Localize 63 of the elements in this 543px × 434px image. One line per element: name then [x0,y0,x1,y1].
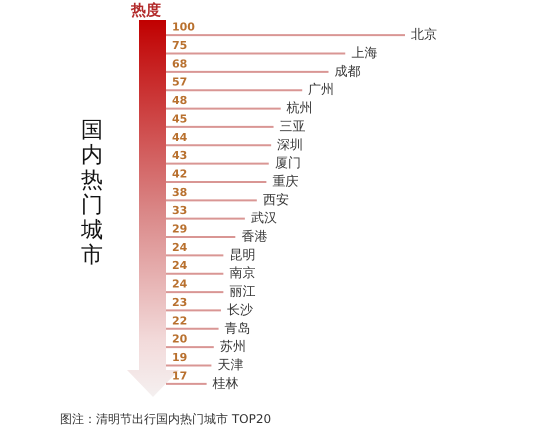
bar [166,108,281,110]
data-label: 24 [172,278,188,291]
data-label: 42 [172,167,188,180]
y-tick-label: 长沙 [226,302,253,318]
x-axis-title: 热度 [131,1,161,20]
data-label: 48 [172,94,188,108]
data-label: 33 [172,204,188,218]
data-label: 22 [172,314,188,328]
data-label: 68 [172,57,188,70]
y-tick-label: 深圳 [277,138,304,153]
data-label: 75 [172,39,188,52]
y-tick-label: 西安 [262,192,289,208]
bar [166,364,212,366]
bar [166,328,219,330]
data-label: 29 [172,222,188,236]
bar [166,70,329,73]
text: 图注：清明节出行国内热门城市 TOP20 [60,411,272,428]
y-tick-label: 昆明 [229,248,256,263]
data-label: 43 [172,149,188,162]
data-label: 45 [172,112,188,126]
data-label: 19 [172,350,188,364]
y-tick-label: 北京 [411,28,437,43]
bar [166,144,272,146]
y-tick-label: 成都 [334,64,361,80]
bar [166,180,266,183]
bar [166,34,405,36]
bar [166,382,207,385]
bar [166,218,245,220]
bar [166,291,224,294]
bar [166,126,274,128]
data-label: 23 [172,296,188,309]
y-axis-title: 国内热门城市 [80,118,104,268]
y-tick-label: 上海 [351,46,378,62]
y-tick-label: 杭州 [286,101,313,116]
y-tick-label: 青岛 [224,321,251,336]
y-tick-label: 厦门 [274,155,301,172]
bar [166,309,221,312]
data-label: 38 [172,186,188,199]
bar [166,162,269,165]
data-label: 44 [172,130,188,144]
y-tick-label: 苏州 [220,340,246,355]
y-tick-label: 香港 [241,230,268,245]
data-label: 24 [172,259,188,272]
data-label: 100 [172,20,196,34]
y-tick-label: 武汉 [250,211,277,226]
data-label: 17 [172,369,188,382]
bar [166,199,257,202]
y-tick-label: 三亚 [280,119,306,134]
bar [166,272,224,275]
data-label: 57 [172,76,188,89]
y-tick-label: 天津 [217,358,244,373]
y-tick-label: 丽江 [229,284,256,300]
bar [166,89,302,92]
y-tick-label: 广州 [308,82,334,98]
data-label: 20 [172,332,188,346]
bar [166,52,346,55]
data-label: 24 [172,240,188,254]
y-tick-label: 桂林 [212,376,239,392]
bar [166,254,224,256]
y-tick-label: 重庆 [272,174,298,190]
y-tick-label: 南京 [229,266,256,282]
bar [166,346,214,348]
bar [166,236,236,238]
